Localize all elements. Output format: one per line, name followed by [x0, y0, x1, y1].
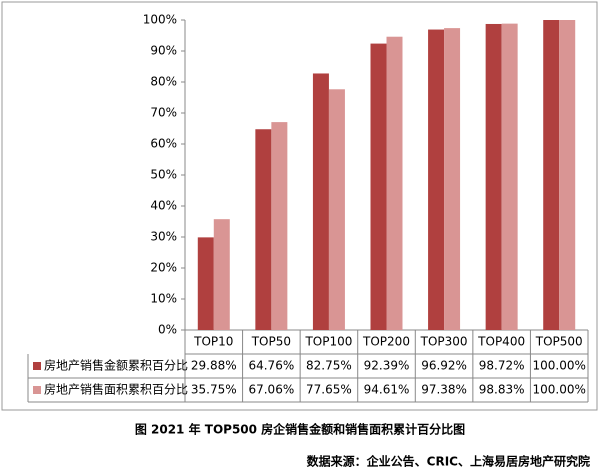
- bar: [271, 122, 288, 330]
- bar: [328, 89, 345, 330]
- legend-label: 房地产销售金额累积百分比: [44, 358, 188, 373]
- y-tick-label: 20%: [150, 261, 177, 275]
- chart-title: 图 2021 年 TOP500 房企销售金额和销售面积累计百分比图: [135, 422, 465, 437]
- y-tick-label: 60%: [150, 137, 177, 151]
- bar: [559, 20, 576, 330]
- y-tick-label: 10%: [150, 292, 177, 306]
- legend-swatch: [33, 362, 41, 370]
- y-tick-label: 80%: [150, 75, 177, 89]
- value-label: 98.72%: [479, 359, 525, 373]
- x-tick-label: TOP100: [304, 335, 352, 349]
- value-label: 77.65%: [306, 383, 352, 397]
- y-tick-label: 30%: [150, 230, 177, 244]
- value-label: 92.39%: [364, 359, 410, 373]
- value-label: 96.92%: [421, 359, 467, 373]
- bar: [370, 43, 387, 330]
- y-tick-label: 90%: [150, 44, 177, 58]
- x-tick-label: TOP50: [251, 335, 291, 349]
- bar: [213, 219, 230, 330]
- bar: [312, 73, 329, 330]
- value-label: 67.06%: [248, 383, 294, 397]
- y-tick-label: 100%: [143, 13, 177, 27]
- value-label: 94.61%: [364, 383, 410, 397]
- x-tick-label: TOP400: [477, 335, 525, 349]
- value-label: 64.76%: [248, 359, 294, 373]
- bar: [428, 29, 445, 330]
- value-label: 82.75%: [306, 359, 352, 373]
- x-tick-label: TOP300: [420, 335, 468, 349]
- value-label: 100.00%: [533, 383, 586, 397]
- bar: [444, 28, 461, 330]
- source-note: 数据来源：企业公告、CRIC、上海易居房地产研究院: [307, 454, 590, 469]
- y-tick-label: 50%: [150, 168, 177, 182]
- x-tick-label: TOP200: [362, 335, 410, 349]
- bar: [386, 36, 403, 331]
- bar: [501, 23, 518, 330]
- x-tick-label: TOP500: [535, 335, 583, 349]
- bar: [543, 20, 560, 330]
- value-label: 29.88%: [191, 359, 237, 373]
- legend-label: 房地产销售面积累积百分比: [44, 382, 188, 397]
- value-label: 98.83%: [479, 383, 525, 397]
- legend-swatch: [33, 386, 41, 394]
- value-label: 97.38%: [421, 383, 467, 397]
- value-label: 100.00%: [533, 359, 586, 373]
- y-tick-label: 0%: [158, 323, 177, 337]
- x-tick-label: TOP10: [193, 335, 233, 349]
- bar: [255, 129, 272, 330]
- chart-border: [1, 1, 598, 411]
- value-label: 35.75%: [191, 383, 237, 397]
- bar: [197, 237, 214, 330]
- y-tick-label: 40%: [150, 199, 177, 213]
- bar: [485, 23, 502, 331]
- y-tick-label: 70%: [150, 106, 177, 120]
